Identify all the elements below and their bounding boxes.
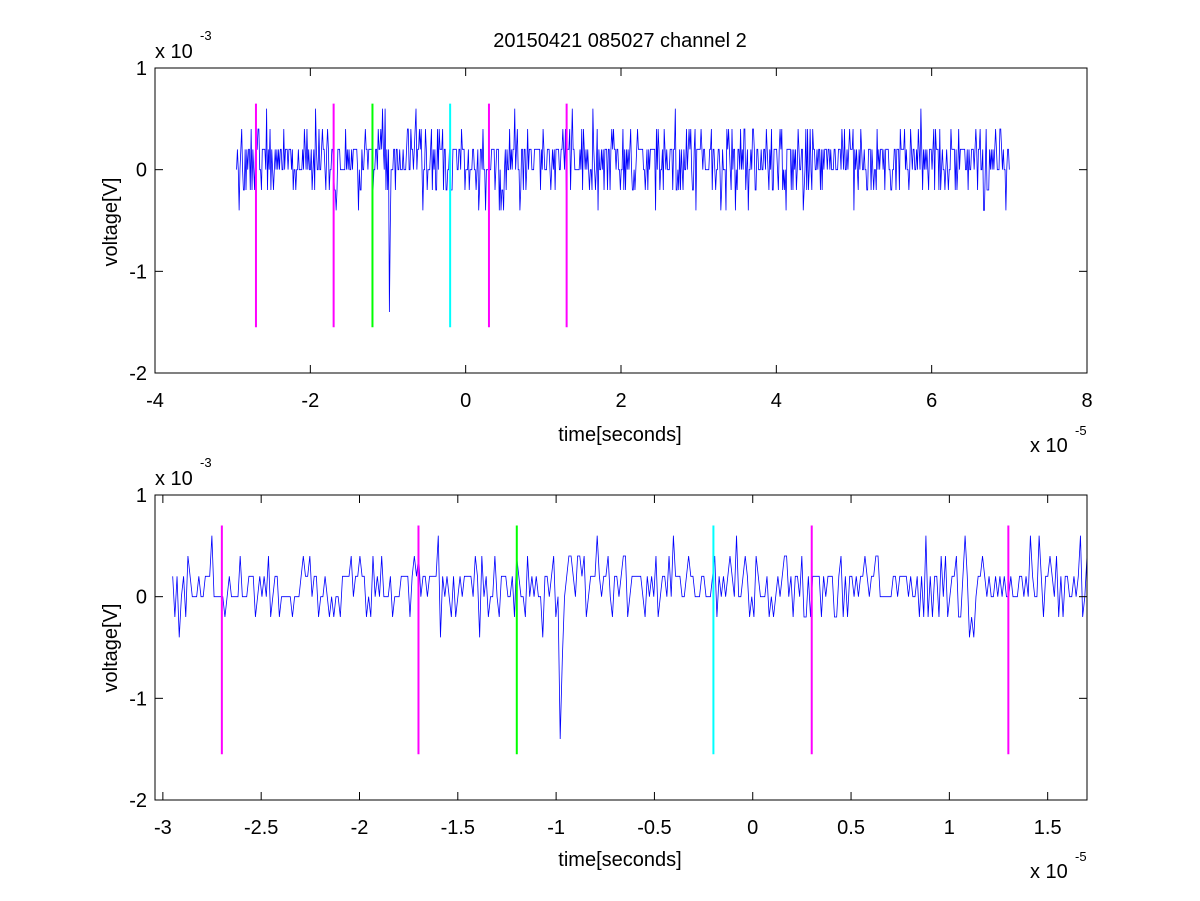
y-tick-label: -1 [129, 688, 147, 710]
tick-marks [154, 67, 1088, 374]
svg-text:x 10: x 10 [155, 41, 193, 63]
y-tick-labels: -2 -1 0 1 [129, 58, 147, 385]
x-tick-label: -2.5 [244, 817, 278, 839]
svg-text:-3: -3 [200, 455, 212, 470]
x-multiplier: x 10 -5 [1030, 423, 1087, 457]
svg-text:x 10: x 10 [1030, 861, 1068, 883]
y-tick-label: -1 [129, 261, 147, 283]
y-multiplier: x 10 -3 [155, 28, 212, 63]
y-tick-label: -2 [129, 363, 147, 385]
svg-text:x 10: x 10 [1030, 435, 1068, 457]
signal-line [236, 108, 1010, 313]
signal-trace [172, 535, 1088, 740]
x-tick-label: 6 [926, 390, 937, 412]
signal-trace [236, 108, 1010, 313]
tick-marks [155, 494, 1087, 801]
y-multiplier: x 10 -3 [155, 455, 212, 490]
x-tick-label: -2 [301, 390, 319, 412]
svg-text:-5: -5 [1075, 849, 1087, 864]
plot-bottom: -3 -2.5 -2 -1.5 -1 -0.5 0 0.5 1 1.5 -2 -1 0 1 time[s… [100, 455, 1088, 883]
x-multiplier: x 10 -5 [1030, 849, 1087, 883]
axes-box [154, 494, 1088, 801]
svg-text:-5: -5 [1075, 423, 1087, 438]
x-tick-labels: -3 -2.5 -2 -1.5 -1 -0.5 0 0.5 1 1.5 [154, 817, 1062, 839]
y-tick-label: 1 [136, 58, 147, 80]
chart-title: 20150421 085027 channel 2 [493, 30, 747, 52]
x-axis-label: time[seconds] [558, 849, 681, 871]
y-tick-label: 0 [136, 587, 147, 609]
svg-text:x 10: x 10 [155, 468, 193, 490]
x-tick-label: -1.5 [441, 817, 475, 839]
y-tick-labels: -2 -1 0 1 [129, 485, 147, 812]
x-tick-label: 4 [771, 390, 782, 412]
x-tick-label: 8 [1081, 390, 1092, 412]
x-tick-label: 0.5 [837, 817, 865, 839]
x-tick-label: -2 [351, 817, 369, 839]
marker-lines [254, 103, 568, 328]
x-tick-labels: -4 -2 0 2 4 6 8 [146, 390, 1092, 412]
axes-box [154, 67, 1088, 374]
x-tick-label: -1 [547, 817, 565, 839]
y-tick-label: -2 [129, 790, 147, 812]
y-axis-label: voltage[V] [100, 178, 122, 267]
x-tick-label: -3 [154, 817, 172, 839]
y-axis-label: voltage[V] [100, 604, 122, 693]
y-tick-label: 0 [136, 160, 147, 182]
plot-top: -4 -2 0 2 4 6 8 -2 -1 0 1 time[seconds] voltage[V… [100, 28, 1093, 457]
x-tick-label: -4 [146, 390, 164, 412]
x-axis-label: time[seconds] [558, 424, 681, 446]
x-tick-label: 1 [944, 817, 955, 839]
signal-line [172, 535, 1088, 740]
x-tick-label: 1.5 [1034, 817, 1062, 839]
x-tick-label: 0 [747, 817, 758, 839]
x-tick-label: -0.5 [637, 817, 671, 839]
x-tick-label: 2 [615, 390, 626, 412]
marker-lines [220, 525, 1010, 755]
x-tick-label: 0 [460, 390, 471, 412]
svg-text:-3: -3 [200, 28, 212, 43]
y-tick-label: 1 [136, 485, 147, 507]
